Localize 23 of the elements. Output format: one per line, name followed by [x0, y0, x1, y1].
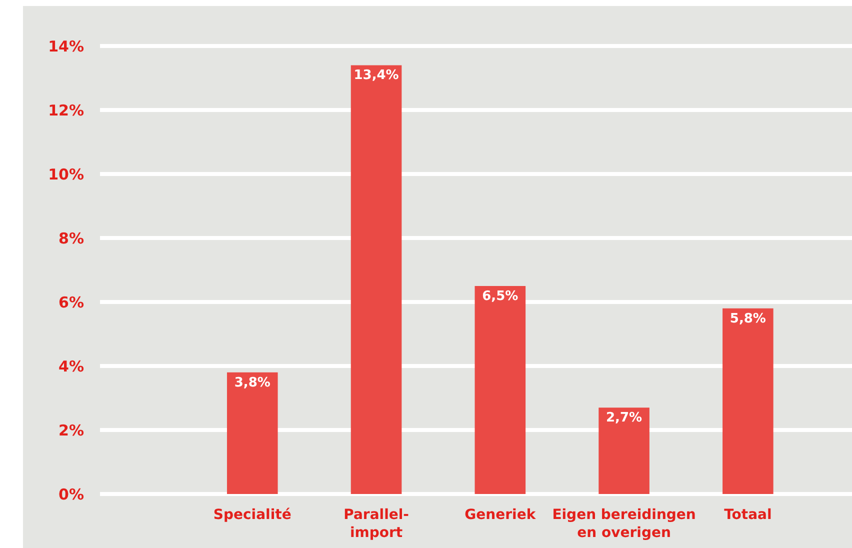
y-tick-label: 6%	[58, 293, 84, 312]
data-label: 13,4%	[354, 68, 399, 84]
data-label: 6,5%	[482, 289, 518, 304]
bar	[474, 286, 526, 494]
bar	[226, 372, 278, 494]
y-tick-label: 0%	[58, 485, 84, 504]
x-tick-label: Totaal	[724, 507, 772, 523]
x-tick-label: Eigen bereidingen en overigen	[552, 507, 696, 542]
y-tick-label: 8%	[58, 229, 84, 248]
y-tick-label: 12%	[48, 101, 84, 120]
x-tick-label: Parallel- import	[344, 507, 410, 542]
data-label: 3,8%	[234, 375, 270, 390]
data-label: 5,8%	[730, 311, 766, 326]
bar	[350, 65, 402, 494]
y-tick-label: 14%	[48, 37, 84, 56]
y-tick-label: 2%	[58, 421, 84, 440]
data-label: 2,7%	[606, 410, 642, 426]
y-tick-label: 10%	[48, 165, 84, 184]
bar	[722, 308, 774, 494]
y-tick-label: 4%	[58, 357, 84, 376]
bar	[598, 408, 650, 494]
x-tick-label: Generiek	[464, 507, 536, 523]
x-tick-label: Specialité	[213, 507, 292, 523]
